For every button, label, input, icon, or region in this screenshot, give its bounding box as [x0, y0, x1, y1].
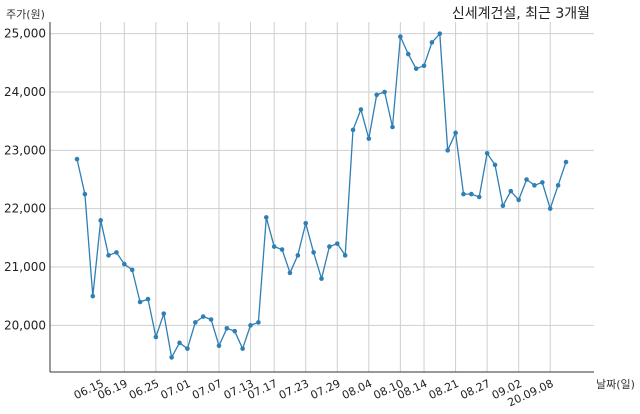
price-point: [398, 34, 403, 39]
price-point: [532, 183, 537, 188]
price-point: [429, 40, 435, 45]
price-point: [437, 31, 443, 36]
axes: [49, 22, 594, 373]
price-point: [390, 124, 395, 130]
y-tick-label: 24,000: [4, 85, 46, 99]
price-point: [295, 253, 301, 258]
price-point: [232, 328, 238, 334]
price-point: [129, 267, 135, 273]
price-point: [114, 250, 119, 255]
chart-title: 신세계건설, 최근 3개월: [452, 6, 590, 22]
y-tick-label: 23,000: [4, 143, 46, 157]
price-point: [547, 206, 553, 211]
price-point: [500, 203, 506, 209]
price-point: [240, 346, 245, 351]
price-point: [263, 215, 269, 220]
price-point: [193, 320, 198, 325]
x-axis-ticks: 06.1506.1906.2507.0107.0707.1307.1707.23…: [72, 377, 556, 409]
price-point: [374, 92, 380, 98]
price-point: [555, 183, 561, 188]
price-point: [224, 325, 230, 331]
x-tick-label: 07.23: [277, 377, 311, 402]
price-point: [382, 89, 387, 95]
price-point: [469, 191, 474, 197]
price-point: [74, 156, 80, 162]
x-tick-label: 08.04: [340, 377, 374, 402]
price-point: [342, 253, 348, 258]
x-tick-label: 07.07: [190, 377, 224, 402]
price-point: [413, 66, 419, 71]
price-point: [98, 218, 103, 223]
price-point: [153, 334, 159, 340]
x-tick-label: 07.01: [159, 377, 193, 402]
price-point: [82, 191, 88, 197]
y-tick-label: 21,000: [4, 260, 46, 274]
price-point: [271, 244, 277, 249]
price-series: [74, 31, 569, 360]
price-point: [334, 241, 340, 246]
x-tick-label: 08.27: [458, 377, 492, 402]
price-point: [248, 323, 253, 328]
y-tick-label: 22,000: [4, 202, 46, 216]
price-point: [256, 320, 261, 325]
y-tick-label: 20,000: [4, 318, 46, 332]
x-tick-label: 08.21: [427, 377, 461, 402]
price-point: [476, 194, 482, 200]
price-point: [350, 127, 356, 133]
price-line: [76, 32, 567, 360]
price-point: [516, 197, 521, 203]
price-point: [524, 177, 529, 182]
x-axis-label: 날짜(일): [596, 377, 635, 391]
price-point: [540, 180, 545, 185]
price-point: [421, 63, 427, 69]
price-point: [453, 130, 458, 136]
price-point: [287, 270, 293, 276]
price-point: [492, 162, 498, 168]
price-point: [358, 107, 364, 112]
x-tick-label: 07.29: [308, 377, 342, 402]
price-point: [405, 51, 411, 57]
price-point: [106, 253, 111, 258]
price-point: [216, 343, 222, 349]
price-point: [90, 293, 96, 299]
y-tick-label: 25,000: [4, 27, 46, 41]
x-tick-label: 06.25: [127, 377, 161, 402]
price-point: [200, 314, 206, 319]
price-point: [185, 346, 190, 351]
grid-lines: [50, 22, 594, 372]
price-point: [319, 276, 324, 281]
price-point: [366, 136, 372, 141]
price-point: [445, 148, 450, 153]
y-axis-label: 주가(원): [6, 8, 45, 21]
y-axis-ticks: 20,000 21,000 22,000 23,000 24,000 25,000: [4, 27, 46, 333]
price-point: [311, 250, 316, 255]
price-point: [137, 299, 143, 305]
price-point: [177, 340, 182, 346]
price-point: [508, 188, 514, 194]
price-point: [563, 159, 569, 165]
price-point: [484, 150, 490, 156]
price-point: [161, 311, 167, 316]
price-point: [327, 244, 332, 249]
price-point: [461, 191, 466, 197]
price-point: [303, 220, 309, 226]
price-point: [145, 296, 151, 302]
price-point: [169, 355, 174, 360]
price-point: [279, 247, 285, 252]
price-point: [208, 317, 214, 322]
price-point: [122, 261, 127, 267]
